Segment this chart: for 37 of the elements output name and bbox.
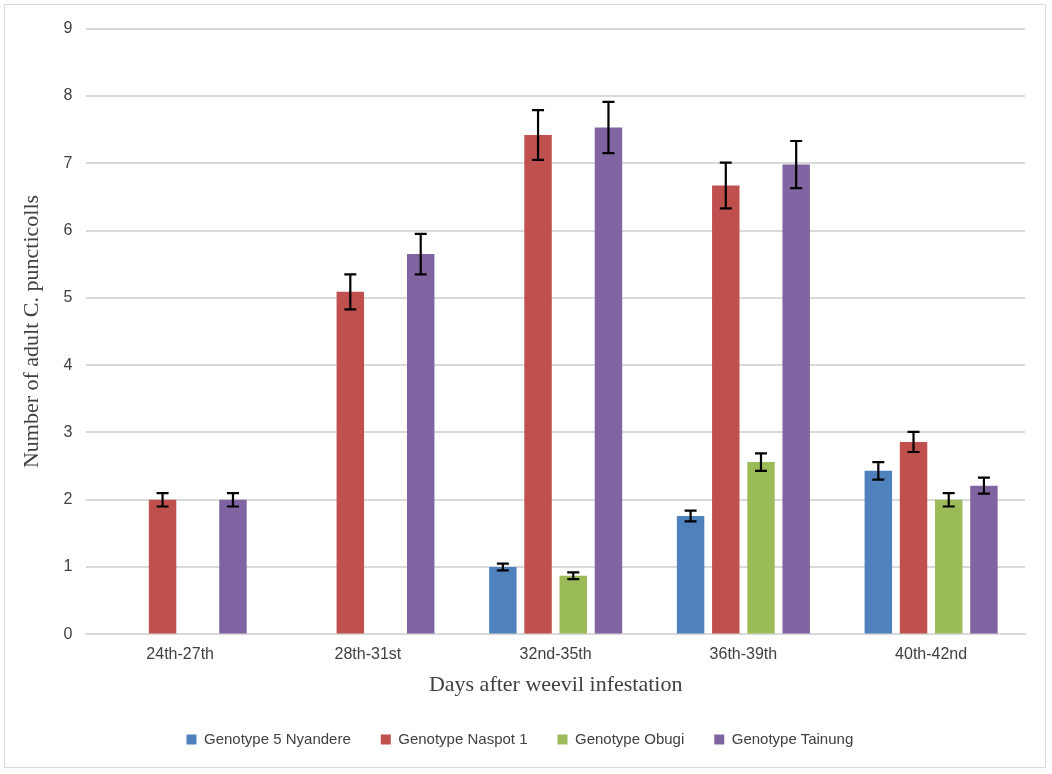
bar	[406, 254, 435, 634]
legend-label: Genotype Naspot 1	[398, 729, 528, 747]
x-tick-label: 40th-42nd	[895, 645, 968, 663]
legend-label: Genotype Obugi	[575, 729, 685, 747]
bar	[559, 575, 587, 634]
bar	[935, 499, 963, 634]
bar	[970, 485, 998, 634]
bar	[782, 164, 810, 634]
x-tick-label: 24th-27th	[146, 645, 214, 663]
y-tick-label: 5	[63, 288, 73, 306]
y-tick-label: 3	[63, 422, 73, 440]
y-tick-label: 7	[63, 153, 73, 171]
bar	[336, 291, 365, 634]
y-tick-label: 0	[63, 624, 73, 642]
y-tick-label: 6	[63, 220, 73, 238]
y-tick-label: 8	[63, 86, 73, 104]
x-tick-label: 28th-31st	[334, 645, 402, 663]
y-tick-label: 9	[63, 19, 73, 37]
x-axis-title: Days after weevil infestation	[428, 670, 683, 696]
bar	[899, 441, 928, 634]
legend-label: Genotype 5 Nyandere	[203, 729, 351, 747]
bar	[219, 499, 247, 634]
bar	[676, 515, 705, 634]
bar	[524, 134, 552, 634]
bar	[148, 499, 177, 634]
bar	[747, 462, 775, 634]
y-axis-title: Number of adult C. puncticolls	[17, 194, 43, 469]
y-tick-label: 1	[63, 557, 73, 575]
x-tick-label: 32nd-35th	[519, 645, 592, 663]
legend-label: Genotype Tainung	[731, 729, 854, 747]
bar	[594, 127, 623, 634]
y-tick-label: 4	[63, 355, 73, 373]
x-tick-label: 36th-39th	[709, 645, 778, 663]
bar	[489, 567, 517, 634]
y-tick-label: 2	[63, 490, 73, 508]
bar	[864, 470, 893, 634]
bar	[712, 185, 740, 634]
